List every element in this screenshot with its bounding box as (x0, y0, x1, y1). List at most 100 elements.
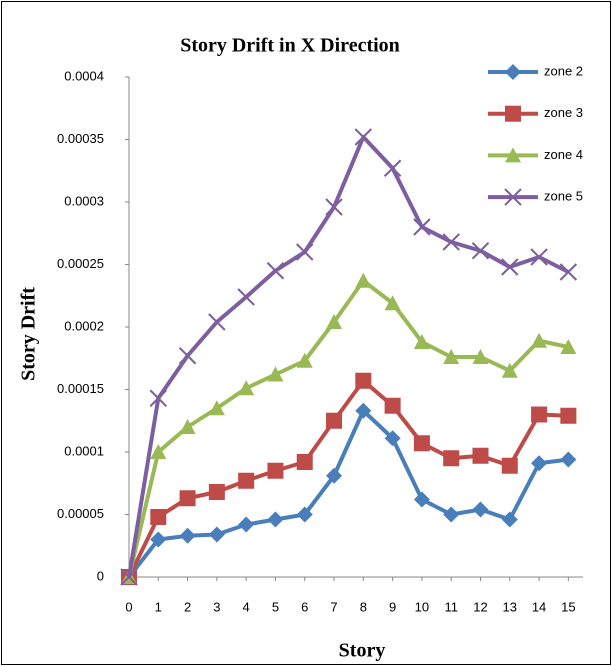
marker (501, 511, 518, 528)
marker (505, 147, 521, 163)
x-tick-label: 4 (243, 599, 250, 614)
marker (238, 516, 255, 533)
x-tick-label: 10 (415, 599, 429, 614)
marker (501, 457, 518, 474)
marker (472, 349, 489, 364)
marker (208, 484, 225, 500)
marker (384, 295, 401, 311)
marker (384, 397, 401, 414)
marker (150, 531, 167, 548)
x-tick-label: 13 (503, 599, 517, 614)
marker (326, 314, 343, 329)
series-line (127, 278, 569, 578)
marker (501, 258, 519, 276)
marker (442, 233, 460, 251)
marker (530, 248, 548, 266)
marker (471, 242, 490, 260)
x-tick-label: 12 (473, 599, 487, 614)
marker (413, 435, 430, 452)
marker (150, 509, 167, 525)
marker (326, 467, 343, 484)
x-tick-label: 5 (272, 599, 279, 614)
y-tick-label: 0.0001 (64, 443, 104, 458)
marker (120, 568, 138, 586)
marker (296, 352, 313, 368)
y-tick-label: 0.00005 (57, 506, 104, 521)
x-tick-label: 11 (444, 599, 458, 614)
marker (267, 462, 284, 479)
x-axis-title: Story (339, 640, 386, 662)
marker (296, 506, 313, 523)
marker (179, 527, 196, 544)
marker (325, 198, 343, 216)
y-tick-label: 0.00015 (57, 381, 104, 396)
marker (383, 159, 402, 177)
y-axis-title: Story Drift (18, 287, 40, 381)
marker (355, 372, 372, 389)
marker (504, 188, 522, 206)
y-tick-label: 0.0003 (64, 193, 104, 208)
y-tick-label: 0.0004 (64, 68, 104, 83)
marker (501, 362, 518, 378)
marker (472, 501, 489, 518)
marker (179, 490, 196, 507)
legend-label: zone 5 (544, 189, 583, 204)
marker (267, 366, 284, 382)
marker (238, 472, 255, 489)
legend-label: zone 2 (544, 63, 583, 78)
marker (413, 491, 430, 508)
x-tick-label: 14 (532, 599, 546, 614)
marker (267, 511, 284, 528)
marker (531, 455, 548, 472)
marker (296, 454, 313, 470)
marker (384, 430, 401, 447)
marker (150, 444, 167, 459)
y-tick-label: 0 (97, 568, 104, 583)
series-line (127, 135, 570, 578)
y-tick-label: 0.00035 (57, 131, 104, 146)
series-line (127, 408, 569, 579)
marker (149, 389, 167, 407)
marker (443, 506, 460, 523)
x-tick-label: 9 (389, 599, 396, 614)
x-tick-label: 1 (155, 599, 162, 614)
marker (355, 272, 372, 288)
marker (531, 406, 548, 423)
x-tick-label: 0 (125, 599, 132, 614)
y-tick-label: 0.00025 (57, 256, 104, 271)
chart-title: Story Drift in X Direction (180, 35, 400, 57)
marker (178, 347, 197, 365)
marker (559, 263, 578, 281)
marker (413, 218, 431, 236)
marker (208, 313, 226, 331)
marker (266, 262, 285, 280)
marker (413, 334, 430, 349)
marker (355, 402, 372, 419)
x-tick-label: 6 (301, 599, 308, 614)
marker (179, 419, 196, 434)
marker (560, 451, 577, 468)
marker (208, 526, 225, 543)
series-line (127, 378, 569, 578)
x-tick-label: 8 (360, 599, 367, 614)
x-tick-label: 15 (561, 599, 575, 614)
marker (443, 450, 460, 467)
marker (472, 447, 489, 464)
x-tick-label: 7 (330, 599, 337, 614)
marker (443, 349, 460, 364)
x-tick-label: 3 (213, 599, 220, 614)
marker (560, 407, 577, 424)
y-tick-label: 0.0002 (64, 318, 104, 333)
marker (560, 339, 577, 354)
legend-label: zone 3 (544, 105, 583, 120)
marker (354, 128, 373, 146)
marker (531, 332, 548, 348)
marker (326, 412, 343, 429)
marker (505, 105, 521, 122)
marker (296, 243, 314, 261)
marker (505, 64, 521, 80)
legend-label: zone 4 (544, 147, 583, 162)
marker (208, 400, 225, 416)
